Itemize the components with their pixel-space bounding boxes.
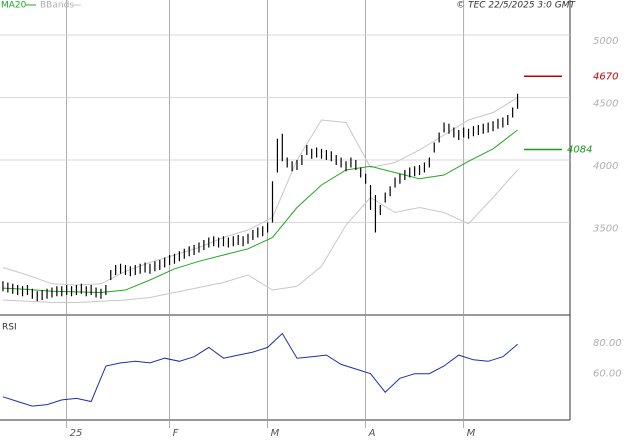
- x-tick-label: M: [271, 428, 280, 439]
- legend-ma20: MA20: [1, 1, 27, 11]
- y-tick-label: 5000: [593, 36, 618, 47]
- plot-area: [0, 0, 570, 420]
- y-tick-label: 3500: [593, 224, 618, 235]
- rsi-tick-label: 60.00: [593, 369, 622, 380]
- bband-lower: [2, 169, 518, 303]
- rsi-tick-label: 80.00: [593, 338, 622, 349]
- level-label: 4084: [567, 145, 592, 156]
- level-label: 4670: [593, 71, 618, 82]
- x-tick-label: F: [173, 428, 179, 439]
- rsi-line: [2, 332, 518, 407]
- x-tick-label: A: [368, 428, 376, 439]
- ma20-line: [2, 129, 518, 294]
- y-tick-label: 4000: [593, 161, 618, 172]
- bband-upper: [2, 97, 518, 286]
- rsi-title: RSI: [2, 323, 17, 333]
- legend-bbands: BBands: [40, 1, 74, 11]
- y-tick-label: 4500: [593, 99, 618, 110]
- x-tick-label: 25: [70, 428, 83, 439]
- credit: © TEC 22/5/2025 3:0 GMT: [456, 1, 576, 11]
- x-tick-label: M: [467, 428, 476, 439]
